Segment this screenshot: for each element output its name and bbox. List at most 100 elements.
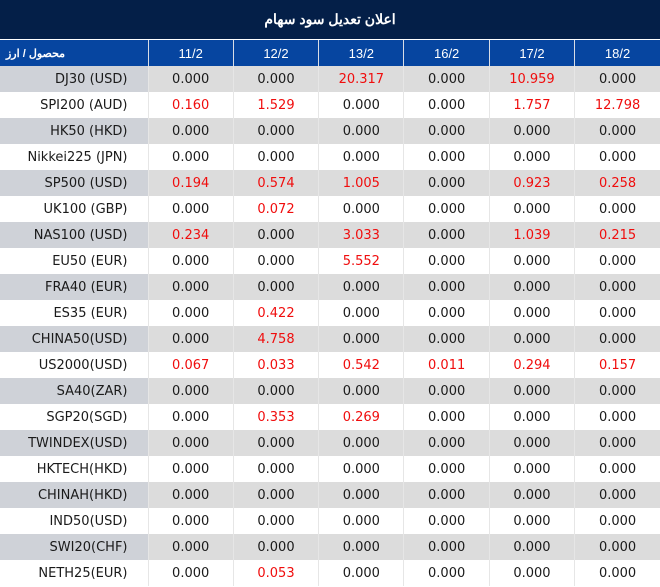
product-cell: SGP20(SGD) xyxy=(0,404,149,430)
value-cell: 0.000 xyxy=(318,326,405,352)
value-cell: 0.234 xyxy=(148,222,234,248)
product-cell: ES35 (EUR) xyxy=(0,300,149,326)
product-cell: UK100 (GBP) xyxy=(0,196,149,222)
value-cell: 1.039 xyxy=(489,222,576,248)
product-cell: DJ30 (USD) xyxy=(0,66,149,92)
value-cell: 10.959 xyxy=(489,66,576,92)
value-cell: 0.072 xyxy=(233,196,320,222)
value-cell: 3.033 xyxy=(318,222,405,248)
value-cell: 0.160 xyxy=(148,92,234,118)
value-cell: 0.258 xyxy=(574,170,660,196)
value-cell: 0.000 xyxy=(574,300,660,326)
value-cell: 0.000 xyxy=(489,378,576,404)
value-cell: 0.000 xyxy=(148,404,234,430)
value-cell: 0.000 xyxy=(148,482,234,508)
product-cell: CHINA50(USD) xyxy=(0,326,149,352)
table-row: IND50(USD) 0.000 0.000 0.000 0.000 0.000 0.000 xyxy=(0,508,660,534)
product-cell: CHINAH(HKD) xyxy=(0,482,149,508)
value-cell: 0.000 xyxy=(403,534,490,560)
header-row: محصول / ارز 11/2 12/2 13/2 16/2 17/2 18/… xyxy=(0,40,660,66)
value-cell: 0.000 xyxy=(318,430,405,456)
product-header-label: محصول / ارز xyxy=(6,47,66,60)
value-cell: 0.000 xyxy=(318,274,405,300)
value-cell: 0.000 xyxy=(318,508,405,534)
value-cell: 0.000 xyxy=(489,404,576,430)
value-cell: 0.000 xyxy=(148,144,234,170)
value-cell: 0.000 xyxy=(574,326,660,352)
column-header-product: محصول / ارز xyxy=(0,40,149,66)
table-row: EU50 (EUR) 0.000 0.000 5.552 0.000 0.000 0.000 xyxy=(0,248,660,274)
value-cell: 12.798 xyxy=(574,92,660,118)
value-cell: 0.000 xyxy=(489,534,576,560)
product-cell: NETH25(EUR) xyxy=(0,560,149,586)
value-cell: 0.000 xyxy=(574,560,660,586)
value-cell: 0.000 xyxy=(574,404,660,430)
product-cell: EU50 (EUR) xyxy=(0,248,149,274)
table-row: SWI20(CHF) 0.000 0.000 0.000 0.000 0.000 0.000 xyxy=(0,534,660,560)
value-cell: 0.574 xyxy=(233,170,320,196)
value-cell: 0.000 xyxy=(489,196,576,222)
table-row: HK50 (HKD) 0.000 0.000 0.000 0.000 0.000 0.000 xyxy=(0,118,660,144)
value-cell: 0.000 xyxy=(148,66,234,92)
value-cell: 0.011 xyxy=(403,352,490,378)
table-body: DJ30 (USD) 0.000 0.000 20.317 0.000 10.959 0.0… xyxy=(0,66,660,586)
table-row: SA40(ZAR) 0.000 0.000 0.000 0.000 0.000 0.000 xyxy=(0,378,660,404)
value-cell: 0.000 xyxy=(574,66,660,92)
value-cell: 0.000 xyxy=(489,482,576,508)
value-cell: 0.000 xyxy=(148,534,234,560)
table-row: DJ30 (USD) 0.000 0.000 20.317 0.000 10.959 0.0… xyxy=(0,66,660,92)
value-cell: 0.000 xyxy=(489,118,576,144)
value-cell: 0.000 xyxy=(574,456,660,482)
value-cell: 0.000 xyxy=(403,118,490,144)
value-cell: 0.000 xyxy=(148,300,234,326)
value-cell: 0.067 xyxy=(148,352,234,378)
product-cell: HKTECH(HKD) xyxy=(0,456,149,482)
value-cell: 0.000 xyxy=(233,66,320,92)
value-cell: 0.000 xyxy=(403,560,490,586)
value-cell: 0.000 xyxy=(318,92,405,118)
value-cell: 5.552 xyxy=(318,248,405,274)
table-row: ES35 (EUR) 0.000 0.422 0.000 0.000 0.000 0.000 xyxy=(0,300,660,326)
product-cell: SPI200 (AUD) xyxy=(0,92,149,118)
value-cell: 0.000 xyxy=(148,196,234,222)
value-cell: 0.000 xyxy=(148,560,234,586)
value-cell: 0.000 xyxy=(318,534,405,560)
value-cell: 0.000 xyxy=(318,144,405,170)
value-cell: 1.757 xyxy=(489,92,576,118)
table-row: TWINDEX(USD) 0.000 0.000 0.000 0.000 0.000 0.0… xyxy=(0,430,660,456)
product-cell: US2000(USD) xyxy=(0,352,149,378)
value-cell: 0.000 xyxy=(403,144,490,170)
product-cell: IND50(USD) xyxy=(0,508,149,534)
value-cell: 0.000 xyxy=(489,248,576,274)
product-cell: Nikkei225 (JPN) xyxy=(0,144,149,170)
product-cell: NAS100 (USD) xyxy=(0,222,149,248)
value-cell: 0.000 xyxy=(318,118,405,144)
value-cell: 0.000 xyxy=(403,248,490,274)
column-header-date: 13/2 xyxy=(318,40,405,66)
table-row: FRA40 (EUR) 0.000 0.000 0.000 0.000 0.000 0.00… xyxy=(0,274,660,300)
value-cell: 0.294 xyxy=(489,352,576,378)
value-cell: 0.000 xyxy=(403,300,490,326)
table-row: US2000(USD) 0.067 0.033 0.542 0.011 0.294 0.15… xyxy=(0,352,660,378)
value-cell: 0.000 xyxy=(574,430,660,456)
value-cell: 0.000 xyxy=(148,274,234,300)
value-cell: 0.000 xyxy=(574,144,660,170)
value-cell: 0.542 xyxy=(318,352,405,378)
value-cell: 0.000 xyxy=(233,456,320,482)
value-cell: 0.353 xyxy=(233,404,320,430)
table-title: اعلان تعديل سود سهام xyxy=(0,0,660,40)
value-cell: 0.000 xyxy=(148,456,234,482)
value-cell: 0.000 xyxy=(574,508,660,534)
product-cell: HK50 (HKD) xyxy=(0,118,149,144)
value-cell: 0.000 xyxy=(403,378,490,404)
value-cell: 0.000 xyxy=(489,430,576,456)
value-cell: 0.000 xyxy=(233,430,320,456)
value-cell: 0.000 xyxy=(403,92,490,118)
table-row: Nikkei225 (JPN) 0.000 0.000 0.000 0.000 0.000… xyxy=(0,144,660,170)
table-row: CHINAH(HKD) 0.000 0.000 0.000 0.000 0.000 0.00… xyxy=(0,482,660,508)
value-cell: 0.422 xyxy=(233,300,320,326)
value-cell: 0.000 xyxy=(574,534,660,560)
table-row: HKTECH(HKD) 0.000 0.000 0.000 0.000 0.000 0.00… xyxy=(0,456,660,482)
table-row: SPI200 (AUD) 0.160 1.529 0.000 0.000 1.757 12.… xyxy=(0,92,660,118)
value-cell: 0.000 xyxy=(574,118,660,144)
